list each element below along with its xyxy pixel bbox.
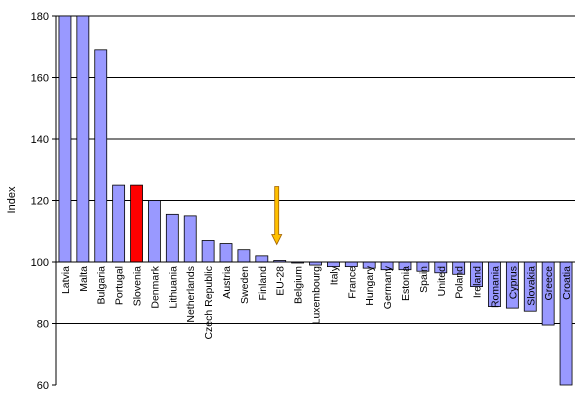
category-label-estonia: Estonia: [400, 266, 412, 301]
category-label-eu-28: EU-28: [275, 266, 287, 296]
arrow-icon: [271, 186, 283, 246]
category-label-romania: Romania: [489, 266, 501, 308]
bar-denmark: [148, 200, 161, 263]
category-label-italy: Italy: [328, 265, 340, 285]
y-tick-label: 60: [37, 380, 49, 392]
y-tick-label: 180: [31, 11, 49, 23]
category-label-germany: Germany: [382, 265, 394, 309]
bar-finland: [255, 255, 269, 263]
category-labels: Latvia Malta Bulgaria Portugal Slovenia Denma…: [60, 265, 573, 339]
bar-portugal: [112, 184, 126, 263]
category-label-malta: Malta: [78, 266, 90, 292]
y-tick-label: 100: [31, 257, 49, 269]
bar-bulgaria: [94, 49, 108, 263]
category-label-spain: Spain: [418, 266, 430, 293]
category-label-finland: Finland: [257, 266, 269, 301]
y-tick-label: 160: [31, 73, 49, 85]
category-label-portugal: Portugal: [114, 266, 126, 305]
y-tick-label: 80: [37, 319, 49, 331]
category-label-cyprus: Cyprus: [507, 266, 519, 299]
arrow-marker: [271, 186, 283, 246]
category-label-slovenia: Slovenia: [132, 266, 144, 306]
category-label-poland: Poland: [454, 266, 466, 299]
bars: [58, 15, 573, 386]
y-axis: 60 80 100 120 140 160 180: [31, 11, 57, 392]
category-label-luxembourg: Luxembourg: [311, 266, 323, 325]
category-label-hungary: Hungary: [364, 265, 376, 305]
category-label-latvia: Latvia: [60, 266, 72, 294]
bar-czech-republic: [201, 240, 215, 263]
bar-italy: [326, 261, 340, 268]
bar-slovenia: [130, 184, 143, 263]
category-label-croatia: Croatia: [561, 266, 573, 300]
category-label-united: United: [436, 266, 448, 297]
category-label-france: France: [346, 266, 358, 299]
category-label-ireland: Ireland: [472, 266, 484, 298]
y-tick-label: 140: [31, 134, 49, 146]
category-label-sweden: Sweden: [239, 266, 251, 304]
bar-lithuania: [165, 213, 179, 263]
bar-netherlands: [183, 215, 197, 263]
category-label-lithuania: Lithuania: [167, 266, 179, 309]
y-axis-title: Index: [6, 186, 18, 213]
category-label-austria: Austria: [221, 266, 233, 299]
category-label-bulgaria: Bulgaria: [96, 266, 108, 305]
category-label-greece: Greece: [543, 266, 555, 301]
bar-malta: [76, 15, 90, 263]
y-tick-label: 120: [31, 196, 49, 208]
bar-sweden: [237, 249, 251, 263]
bar-latvia: [58, 15, 72, 263]
category-label-czech-republic: Czech Republic: [203, 266, 215, 340]
category-label-belgium: Belgium: [293, 266, 305, 304]
category-label-slovakia: Slovakia: [525, 266, 537, 306]
category-label-denmark: Denmark: [149, 265, 161, 308]
bar-france: [344, 261, 358, 268]
category-label-netherlands: Netherlands: [185, 266, 197, 323]
bar-austria: [219, 243, 233, 263]
